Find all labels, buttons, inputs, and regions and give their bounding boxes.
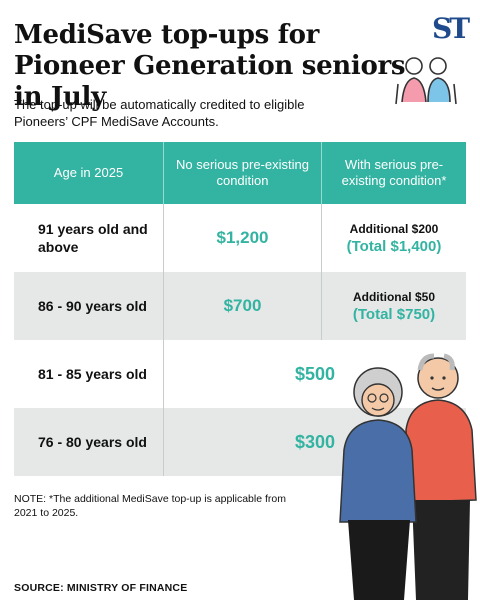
table-row: 91 years old and above $1,200 Additional… (14, 204, 466, 272)
age-cell: 91 years old and above (14, 204, 164, 272)
seniors-illustration (339, 353, 477, 600)
additional-amount: Additional $50 (352, 289, 435, 304)
amount: $1,200 (216, 228, 269, 247)
additional-amount: Additional $200 (349, 221, 439, 236)
header-with-condition: With serious pre-existing condition* (341, 157, 447, 188)
age-cell: 81 - 85 years old (14, 340, 164, 408)
total-amount: (Total $1,400) (346, 237, 442, 255)
st-logo: ST (432, 12, 470, 45)
age-cell: 86 - 90 years old (14, 272, 164, 340)
amount: $500 (294, 363, 336, 384)
table-row: 81 - 85 years old $500 (14, 340, 466, 408)
page-title: MediSave top-ups for Pioneer Generation … (14, 20, 406, 112)
header-age: Age in 2025 (14, 142, 164, 204)
with-condition-cell: Additional $50 (Total $750) (322, 272, 466, 340)
with-condition-cell: Additional $200 (Total $1,400) (322, 204, 466, 272)
amount-cell: $300 (164, 408, 466, 476)
age-cell: 76 - 80 years old (14, 408, 164, 476)
seniors-walking-icon (395, 57, 457, 105)
table-row: 86 - 90 years old $700 Additional $50 (T… (14, 272, 466, 340)
header-no-condition: No serious pre-existing condition (164, 142, 322, 204)
amount: $300 (294, 431, 336, 452)
no-condition-cell: $1,200 (164, 204, 322, 272)
table-header: Age in 2025 No serious pre-existing cond… (14, 142, 466, 204)
footnote: NOTE: *The additional MediSave top-up is… (14, 493, 286, 519)
no-condition-cell: $700 (164, 272, 322, 340)
subtitle: The top-up will be automatically credite… (14, 97, 305, 129)
amount-cell: $500 (164, 340, 466, 408)
source-credit: SOURCE: MINISTRY OF FINANCE (14, 582, 188, 594)
amount: $700 (223, 296, 262, 315)
total-amount: (Total $750) (352, 305, 436, 323)
